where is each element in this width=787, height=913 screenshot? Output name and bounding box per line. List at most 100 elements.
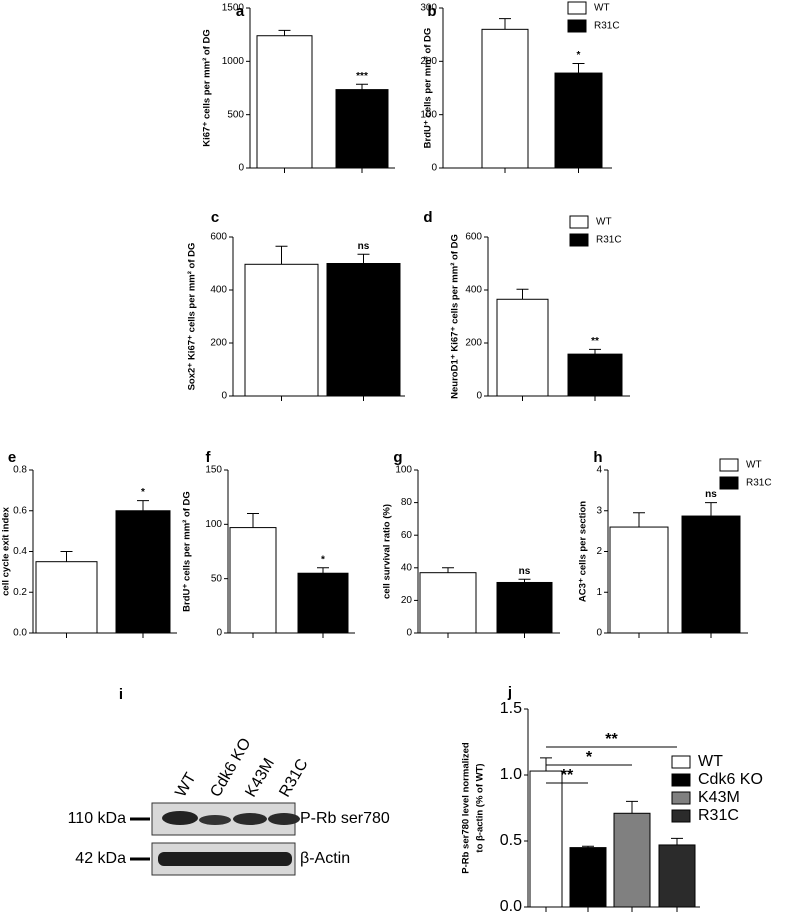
protein-label: P-Rb ser780 — [300, 810, 390, 827]
significance: ** — [605, 731, 618, 748]
significance: ** — [591, 336, 599, 347]
y-tick-label: 20 — [401, 595, 413, 606]
error-bar — [518, 578, 531, 583]
bar — [567, 353, 623, 397]
lane-label: WT — [172, 770, 199, 800]
bar — [613, 812, 651, 908]
y-tick-label: 150 — [205, 465, 222, 476]
panel-letter: g — [393, 449, 402, 466]
y-axis-label: Ki67⁺ cells per mm² of DG — [202, 29, 213, 146]
bar — [496, 581, 553, 634]
y-tick-label: 600 — [465, 232, 482, 243]
significance: * — [586, 749, 593, 766]
legend-swatch — [719, 458, 739, 472]
panel-letter: f — [206, 449, 212, 466]
y-tick-label: 500 — [227, 109, 244, 120]
legend-label: K43M — [698, 789, 740, 806]
bar — [609, 526, 669, 634]
y-tick-label: 0.5 — [500, 832, 522, 849]
panel-letter: e — [8, 449, 16, 466]
error-bar — [137, 500, 149, 511]
y-tick-label: 0.4 — [13, 546, 27, 557]
y-axis-label: cell survival ratio (%) — [382, 504, 393, 599]
y-tick-label: 0 — [221, 391, 227, 402]
y-tick-label: 0 — [406, 628, 412, 639]
band — [233, 813, 267, 825]
error-bar — [540, 757, 552, 772]
y-tick-label: 0.0 — [13, 628, 27, 639]
error-bar — [357, 253, 370, 264]
panel-letter: h — [593, 449, 602, 466]
error-bar — [247, 512, 259, 528]
y-tick-label: 200 — [465, 338, 482, 349]
band — [268, 813, 300, 825]
bar — [481, 28, 529, 169]
significance: *** — [356, 71, 368, 82]
y-tick-label: 40 — [401, 562, 413, 573]
legend-swatch — [671, 791, 691, 805]
bar — [658, 844, 696, 908]
error-bar — [275, 245, 288, 265]
error-bar — [60, 551, 73, 562]
bar — [326, 263, 401, 397]
y-tick-label: 4 — [596, 465, 602, 476]
y-tick-label: 80 — [401, 497, 413, 508]
legend-swatch — [569, 233, 589, 247]
legend-swatch — [567, 19, 587, 33]
y-tick-label: 60 — [401, 530, 413, 541]
y-tick-label: 200 — [210, 338, 227, 349]
y-tick-label: 100 — [205, 519, 222, 530]
y-axis-label: to β-actin (% of WT) — [475, 763, 486, 852]
error-bar — [499, 18, 511, 30]
band — [199, 815, 231, 825]
bar — [496, 298, 549, 397]
error-bar — [626, 800, 638, 814]
legend-label: WT — [698, 753, 723, 770]
panel-letter: i — [119, 686, 123, 703]
y-tick-label: 400 — [210, 285, 227, 296]
band — [162, 811, 198, 825]
panel-letter: b — [427, 3, 436, 20]
y-axis-label: Sox2⁺ Ki67⁺ cells per mm² of DG — [187, 243, 198, 391]
lane-label: K43M — [242, 755, 278, 800]
y-tick-label: 1500 — [222, 3, 245, 14]
y-tick-label: 400 — [465, 285, 482, 296]
legend-label: WT — [594, 3, 610, 14]
size-label: 42 kDa — [75, 850, 126, 867]
legend-swatch — [569, 215, 589, 229]
y-tick-label: 200 — [420, 56, 437, 67]
bar — [244, 263, 319, 397]
bar — [681, 515, 741, 634]
y-axis-label: cell cycle exit index — [1, 506, 12, 595]
legend-label: R31C — [746, 478, 772, 489]
legend-swatch — [719, 476, 739, 490]
bar — [35, 561, 98, 634]
y-tick-label: 2 — [596, 546, 602, 557]
panel-letter: d — [423, 209, 432, 226]
y-tick-label: 0.2 — [13, 587, 27, 598]
error-bar — [516, 288, 529, 300]
error-bar — [705, 502, 717, 517]
y-axis-label: BrdU⁺ cells per mm² of DG — [182, 491, 193, 612]
bar — [569, 847, 607, 908]
y-tick-label: 0 — [238, 163, 244, 174]
bar — [229, 527, 277, 634]
y-axis-label: P-Rb ser780 level normalized — [461, 742, 472, 874]
legend-label: R31C — [596, 235, 622, 246]
legend-label: R31C — [594, 21, 620, 32]
significance: * — [577, 50, 581, 61]
legend-swatch — [671, 773, 691, 787]
y-tick-label: 3 — [596, 505, 602, 516]
bar — [297, 572, 349, 634]
blot — [130, 802, 300, 876]
protein-label: β-Actin — [300, 850, 350, 867]
y-tick-label: 1 — [596, 587, 602, 598]
significance: * — [141, 487, 145, 498]
legend-swatch — [671, 809, 691, 823]
error-bar — [572, 62, 585, 74]
y-tick-label: 0.8 — [13, 465, 27, 476]
y-tick-label: 600 — [210, 232, 227, 243]
y-tick-label: 0 — [216, 628, 222, 639]
